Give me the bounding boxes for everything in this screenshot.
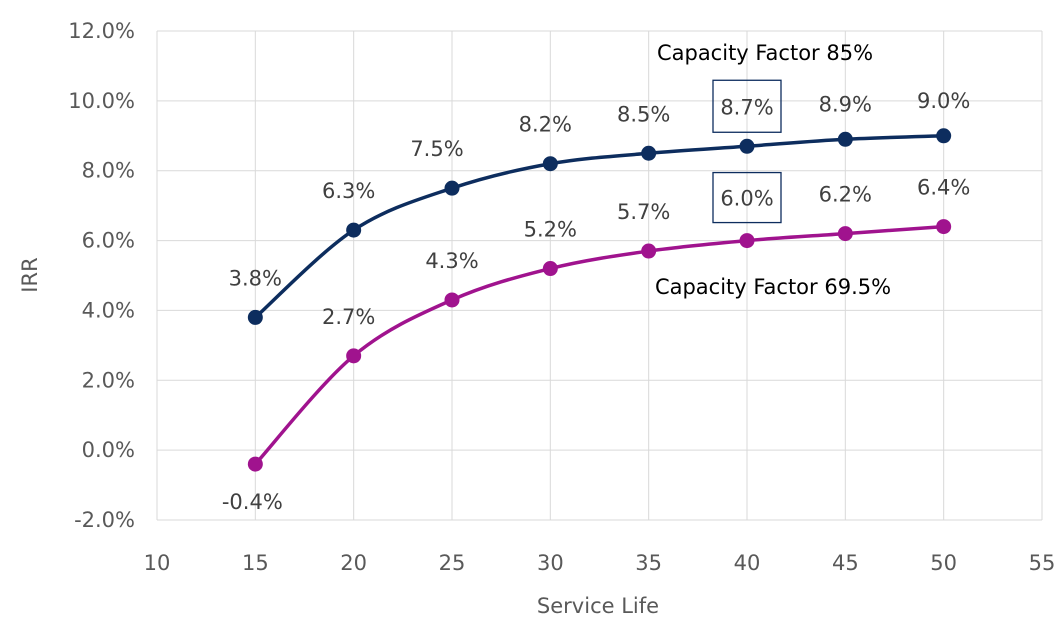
grid-lines [156, 30, 1043, 521]
series-annotation-capacity-85: Capacity Factor 85% [657, 41, 873, 65]
x-tick-label: 55 [1029, 551, 1056, 575]
data-point [444, 180, 460, 196]
x-tick-label: 35 [635, 551, 662, 575]
series-lines [247, 128, 952, 472]
data-label: 5.2% [524, 218, 577, 242]
series-line-1 [254, 224, 944, 466]
y-tick-label: 8.0% [82, 159, 135, 183]
data-label: 8.9% [819, 92, 872, 116]
y-tick-label: 0.0% [82, 438, 135, 462]
data-point [837, 226, 853, 242]
x-tick-label: 45 [832, 551, 859, 575]
x-tick-label: 40 [734, 551, 761, 575]
x-tick-label: 20 [340, 551, 367, 575]
data-point [247, 309, 263, 325]
y-axis-title: IRR [18, 257, 42, 292]
x-axis-ticks: 10 15 20 25 30 35 40 45 50 55 [144, 551, 1056, 575]
y-tick-label: 2.0% [82, 368, 135, 392]
data-point [542, 261, 558, 277]
x-tick-label: 15 [242, 551, 269, 575]
data-point [837, 131, 853, 147]
x-tick-label: 25 [439, 551, 466, 575]
data-label: 6.3% [322, 179, 375, 203]
data-point [641, 145, 657, 161]
data-point [346, 348, 362, 364]
data-label: 8.5% [617, 102, 670, 126]
data-label: 9.0% [917, 89, 970, 113]
data-point [247, 456, 263, 472]
data-label: 6.4% [917, 176, 970, 200]
data-point [641, 243, 657, 259]
data-label: 3.8% [229, 266, 282, 290]
data-label: 4.3% [425, 249, 478, 273]
data-point [739, 233, 755, 249]
series-annotation-capacity-69-5: Capacity Factor 69.5% [655, 275, 891, 299]
data-point [936, 128, 952, 144]
data-point [936, 219, 952, 235]
data-point [444, 292, 460, 308]
y-tick-label: 12.0% [68, 19, 135, 43]
y-tick-label: 10.0% [68, 89, 135, 113]
x-tick-label: 30 [537, 551, 564, 575]
data-label: 6.2% [819, 183, 872, 207]
data-label: 6.0% [720, 187, 773, 211]
data-label: 8.7% [720, 95, 773, 119]
x-axis-title: Service Life [537, 594, 659, 618]
data-point [739, 138, 755, 154]
data-point [346, 222, 362, 238]
data-label: 5.7% [617, 200, 670, 224]
highlight-box [712, 79, 782, 133]
y-tick-label: 4.0% [82, 298, 135, 322]
data-label: -0.4% [222, 490, 283, 514]
data-label: 2.7% [322, 305, 375, 329]
data-point [542, 156, 558, 172]
y-axis-ticks: -2.0% 0.0% 2.0% 4.0% 6.0% 8.0% 10.0% 12.0% [68, 19, 135, 532]
y-tick-label: -2.0% [74, 508, 135, 532]
x-tick-label: 50 [930, 551, 957, 575]
highlight-box [712, 171, 782, 224]
data-label: 7.5% [410, 137, 463, 161]
y-tick-label: 6.0% [82, 229, 135, 253]
data-labels: 3.8% 6.3% 7.5% 8.2% 8.5% 8.7% 8.9% 9.0% -0.4% 2.7… [222, 79, 970, 514]
x-tick-label: 10 [144, 551, 171, 575]
data-label: 8.2% [519, 113, 572, 137]
